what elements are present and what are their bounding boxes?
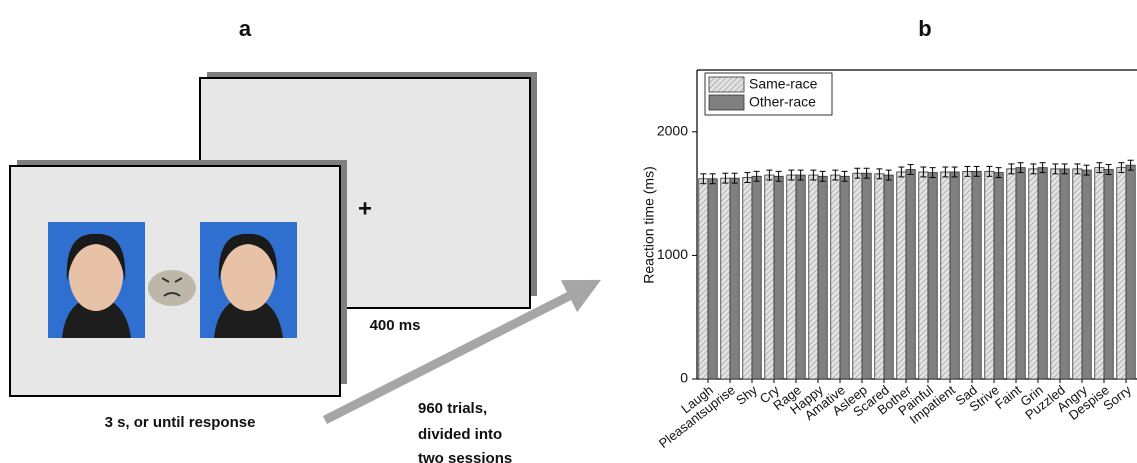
bar [818, 176, 827, 379]
bar [972, 171, 981, 379]
bar [730, 178, 739, 379]
panel-label: a [239, 16, 252, 41]
bar [831, 175, 840, 379]
bar [875, 174, 884, 379]
trials-note: 960 trials, [418, 400, 487, 417]
chart-title: b [918, 16, 931, 41]
bar [809, 175, 818, 379]
panel-b: b Reaction time (ms) 010002000LaughPleas… [641, 16, 1137, 451]
bar [1126, 165, 1135, 379]
bar [1117, 168, 1126, 379]
fixation-duration: 400 ms [370, 317, 421, 334]
y-tick-label: 0 [680, 370, 688, 386]
bar [699, 179, 708, 379]
legend-swatch [709, 77, 744, 92]
bar [963, 171, 972, 379]
bar [840, 176, 849, 379]
bar [787, 175, 796, 379]
panel-a: a + 400 ms 3 s, or until response 960 tr… [10, 16, 585, 463]
bar [1016, 168, 1025, 379]
bar [743, 178, 752, 379]
bar [884, 175, 893, 379]
bar [1082, 170, 1091, 379]
bar [906, 169, 915, 379]
bar [994, 173, 1003, 379]
bar [897, 172, 906, 379]
bar [708, 179, 717, 379]
stimulus-duration: 3 s, or until response [105, 414, 256, 431]
fixation-cross: + [358, 195, 372, 222]
bar [1051, 169, 1060, 379]
bar [941, 172, 950, 379]
page: a + 400 ms 3 s, or until response 960 tr… [0, 0, 1137, 463]
legend-swatch [709, 95, 744, 110]
y-tick-label: 1000 [657, 246, 688, 262]
y-axis-label: Reaction time (ms) [641, 166, 657, 283]
bar [985, 171, 994, 379]
bar [721, 178, 730, 379]
bar [752, 176, 761, 379]
bar [1038, 168, 1047, 379]
bar [765, 175, 774, 379]
face-photo [200, 222, 297, 338]
bar [853, 173, 862, 379]
trials-note: two sessions [418, 450, 512, 463]
bar [862, 173, 871, 379]
bar [928, 173, 937, 379]
y-tick-label: 2000 [657, 123, 688, 139]
bar [1060, 169, 1069, 379]
bar [1073, 169, 1082, 379]
face-photo [48, 222, 145, 338]
bar [1095, 168, 1104, 379]
bar [919, 172, 928, 379]
legend-label: Same-race [749, 76, 818, 92]
trials-note: divided into [418, 426, 502, 443]
legend-label: Other-race [749, 94, 816, 110]
bar [796, 175, 805, 379]
figure: a + 400 ms 3 s, or until response 960 tr… [0, 0, 1137, 463]
emoticon [148, 270, 196, 306]
bar [950, 172, 959, 379]
bar [1029, 169, 1038, 379]
bar [1007, 169, 1016, 379]
bar [774, 176, 783, 379]
bar [1104, 169, 1113, 379]
